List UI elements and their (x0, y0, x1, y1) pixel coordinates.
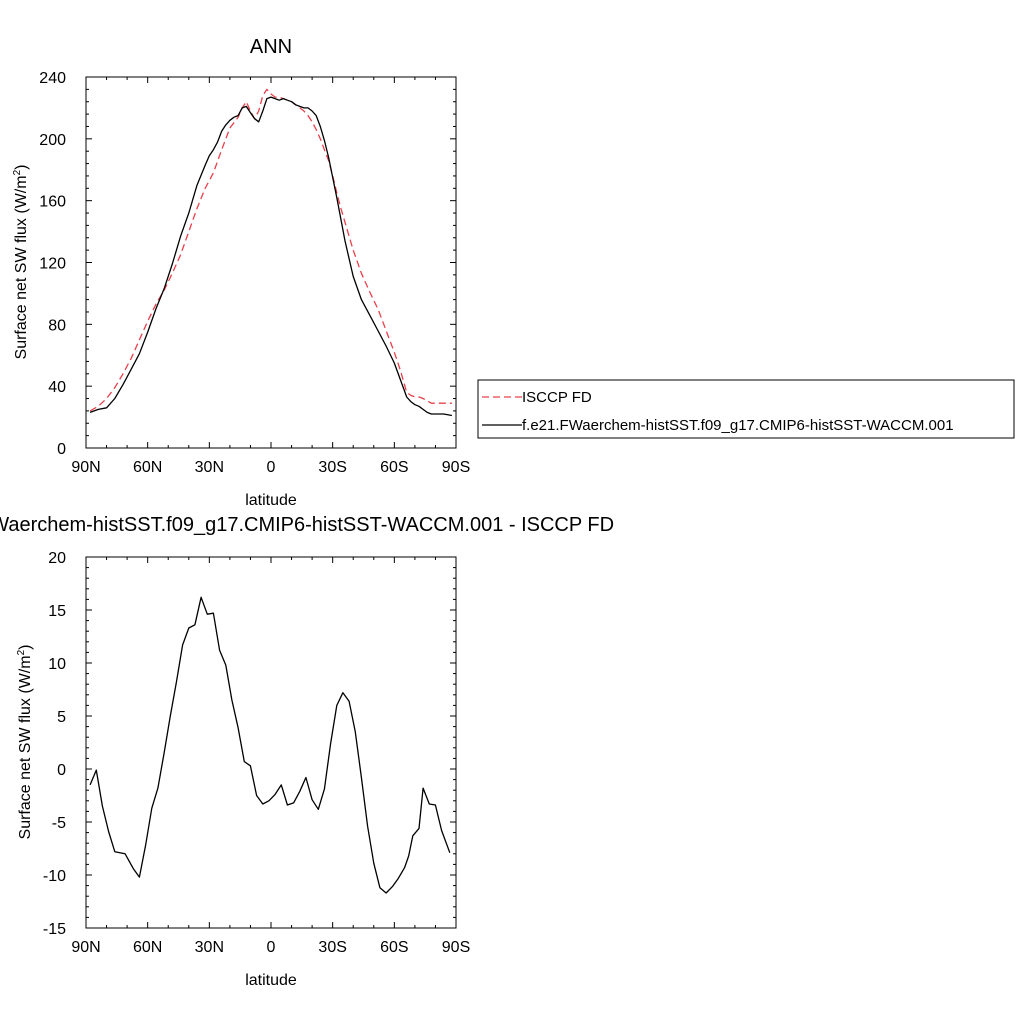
series-line-model (89, 96, 453, 417)
x-tick-label: 30N (195, 939, 224, 956)
legend-label-isccp: ISCCP FD (522, 389, 592, 406)
x-tick-label: 30S (318, 459, 346, 476)
y-tick-label: 15 (48, 603, 66, 620)
bottom-plot-frame (85, 556, 457, 929)
x-tick-label: 90N (71, 459, 100, 476)
top-plot-series (89, 88, 453, 417)
top-plot-frame (85, 76, 457, 449)
x-tick-label: 0 (267, 939, 276, 956)
bottom-plot-series (89, 596, 451, 894)
x-tick-label: 90S (442, 939, 470, 956)
y-tick-label: 10 (48, 656, 66, 673)
top-y-axis-title-sup: 2 (12, 169, 23, 175)
y-tick-label: 20 (48, 550, 66, 567)
bottom-x-axis-title: latitude (245, 972, 297, 989)
x-tick-label: 60S (380, 939, 408, 956)
y-tick-label: -15 (43, 921, 66, 938)
y-tick-label: -10 (43, 868, 66, 885)
x-tick-label: 60S (380, 459, 408, 476)
y-tick-label: 160 (39, 194, 66, 211)
bottom-y-axis-title: Surface net SW flux (W/m2) (16, 645, 34, 840)
bottom-y-axis-title-sup: 2 (16, 649, 27, 655)
series-line-isccp-fd (89, 88, 452, 412)
top-plot-ticks: 90N 60N 30N 0 30S 60S 90S 0 40 80 120 160 200 240 (39, 70, 470, 476)
x-tick-label: 0 (267, 459, 276, 476)
y-tick-label: 200 (39, 132, 66, 149)
x-tick-label: 30S (318, 939, 346, 956)
y-tick-label: -5 (52, 815, 66, 832)
y-tick-label: 0 (57, 441, 66, 458)
bottom-y-axis-title-end: ) (17, 645, 34, 650)
legend: ISCCP FD f.e21.FWaerchem-histSST.f09_g17… (477, 379, 1015, 439)
top-x-axis-title: latitude (245, 492, 297, 509)
bottom-plot-ticks: 90N 60N 30N 0 30S 60S 90S -15 -10 -5 0 5 10 15 20 (43, 550, 470, 956)
legend-label-model: f.e21.FWaerchem-histSST.f09_g17.CMIP6-hi… (522, 417, 954, 434)
top-y-axis-title: Surface net SW flux (W/m2) (12, 165, 30, 360)
x-tick-label: 30N (195, 459, 224, 476)
top-panel-title: ANN (250, 36, 292, 58)
y-tick-label: 240 (39, 70, 66, 87)
bottom-panel-title: f.e21.FWaerchem-histSST.f09_g17.CMIP6-hi… (0, 514, 614, 536)
legend-box (477, 379, 1015, 439)
bottom-panel: f.e21.FWaerchem-histSST.f09_g17.CMIP6-hi… (0, 514, 614, 989)
top-y-axis-title-main: Surface net SW flux (W/m (13, 175, 30, 359)
top-y-axis-title-end: ) (13, 165, 30, 170)
y-tick-label: 0 (57, 762, 66, 779)
x-tick-label: 60N (133, 939, 162, 956)
top-panel: ANN 90N 60N 30N 0 30S 60S 90S 0 40 80 120 160 200 240… (12, 36, 470, 509)
x-tick-label: 90S (442, 459, 470, 476)
y-tick-label: 120 (39, 256, 66, 273)
y-tick-label: 80 (48, 317, 66, 334)
y-tick-label: 5 (57, 709, 66, 726)
series-line-difference (89, 596, 451, 894)
x-tick-label: 60N (133, 459, 162, 476)
bottom-y-axis-title-main: Surface net SW flux (W/m (17, 655, 34, 839)
y-tick-label: 40 (48, 379, 66, 396)
x-tick-label: 90N (71, 939, 100, 956)
